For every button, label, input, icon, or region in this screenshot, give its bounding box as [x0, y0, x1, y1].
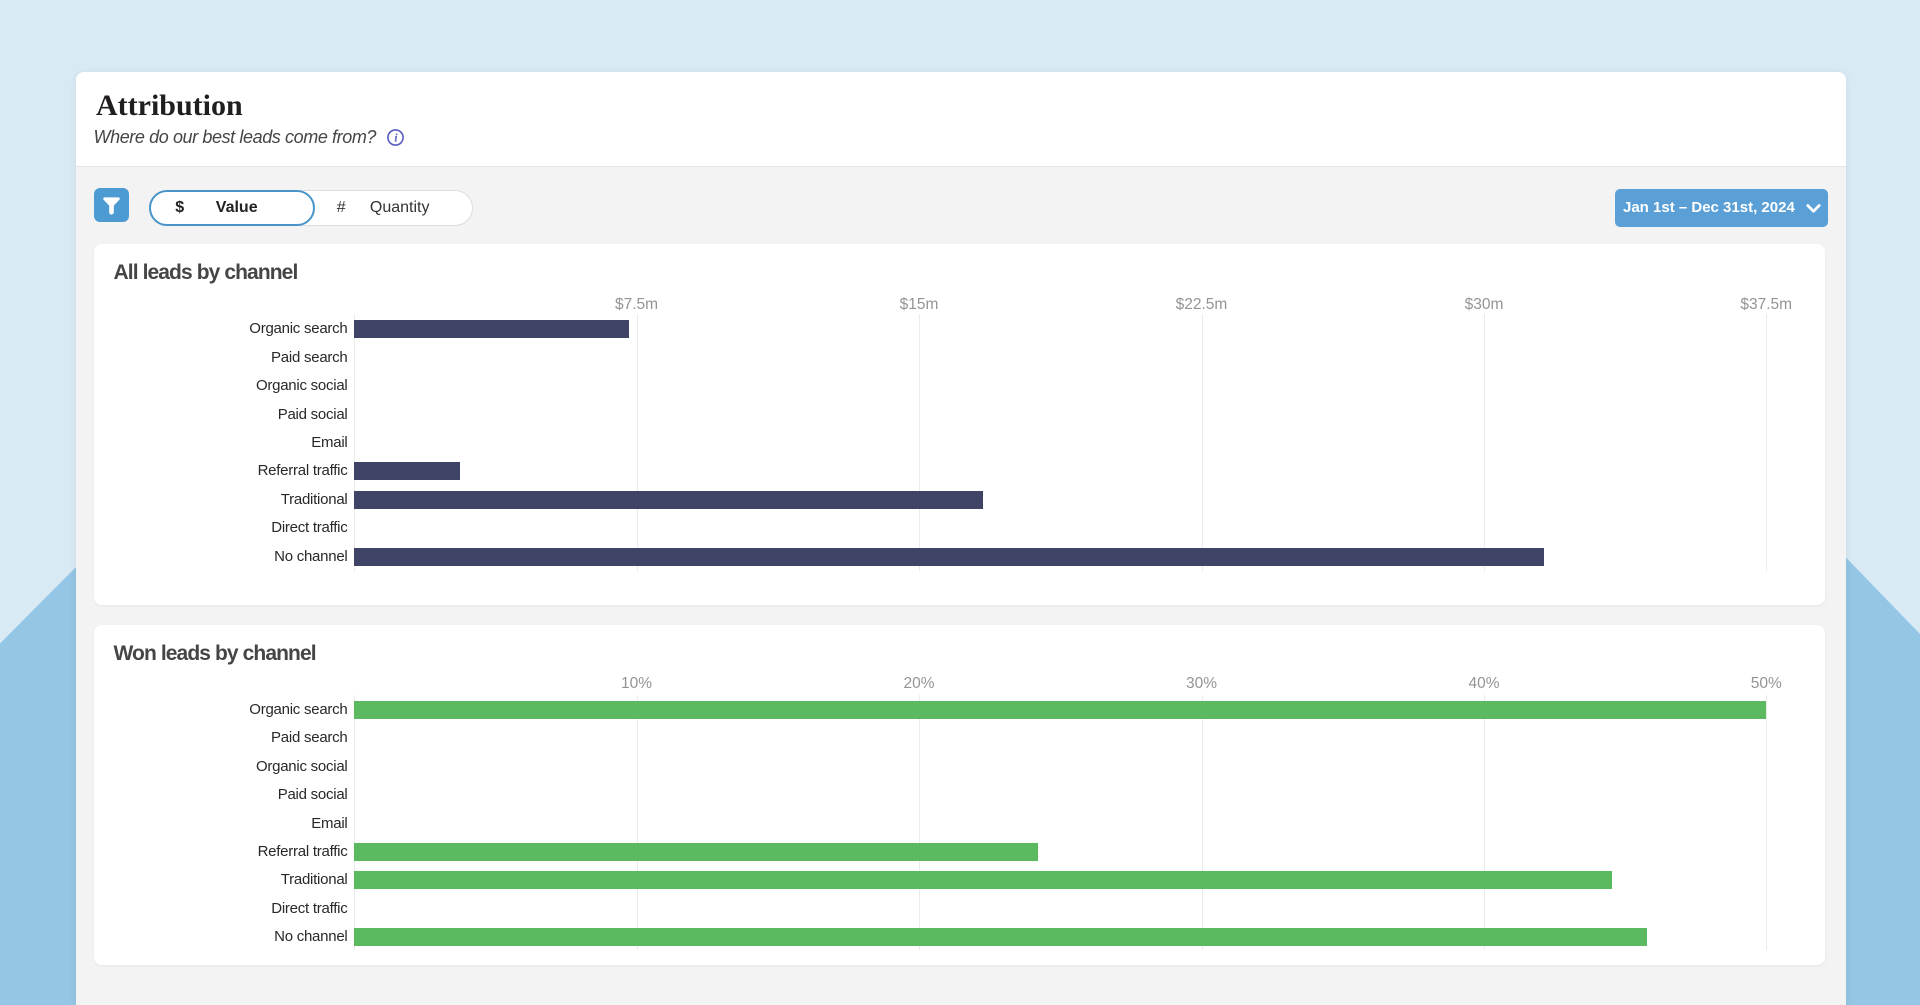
svg-text:i: i: [394, 132, 398, 144]
